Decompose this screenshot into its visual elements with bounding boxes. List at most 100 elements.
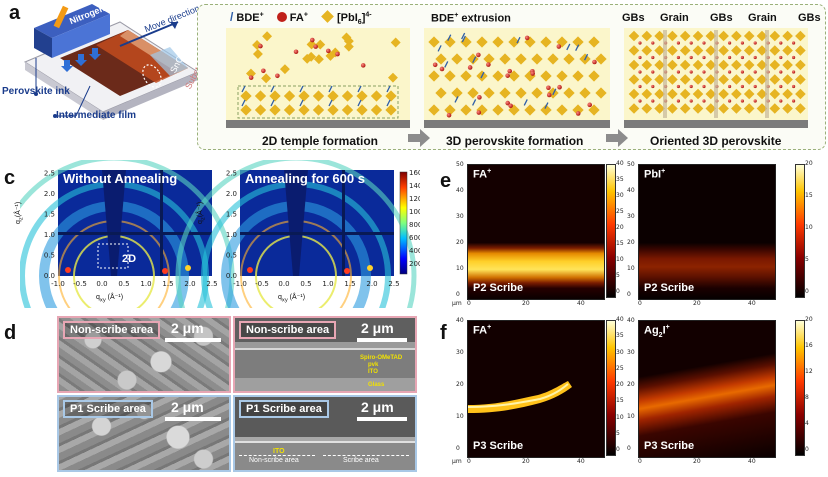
colorbar-tick-label: 12 xyxy=(805,368,813,375)
fa-cation xyxy=(546,85,551,91)
pbi6-octahedron xyxy=(654,30,665,42)
axis-tick-label: 400 xyxy=(409,247,420,255)
gbs-label: GBs xyxy=(622,12,645,24)
pbi6-octahedron xyxy=(667,103,678,114)
colorbar-tick-label: 8 xyxy=(805,394,809,401)
pbi6-octahedron xyxy=(654,74,665,85)
axis-tick-label: 30 xyxy=(627,213,635,220)
step-3-label: Oriented 3D perovskite xyxy=(650,134,782,148)
fa-cation xyxy=(638,55,642,60)
fa-cation xyxy=(592,59,597,65)
axis-tick-label: 20 xyxy=(627,239,635,246)
fa-cation xyxy=(638,70,642,74)
axis-tick-label: 2.0 xyxy=(366,280,377,288)
axis-tick-label: 50 xyxy=(627,161,635,168)
axis-tick-label: 0.0 xyxy=(226,272,237,280)
bde-chain xyxy=(454,96,459,103)
fa-cation xyxy=(740,99,745,103)
fa-cation xyxy=(651,41,655,45)
axis-tick-label: 40 xyxy=(748,300,756,307)
colorbar-tick-label: 5 xyxy=(616,272,620,279)
sem-bottom-cross-section: P1 Scribe area 2 μm ITO Non-scribe area … xyxy=(233,395,417,472)
map-scribe-label: P3 Scribe xyxy=(473,440,524,452)
colorbar-tick-label: 0 xyxy=(616,288,620,295)
pbi6-octahedron xyxy=(654,45,665,56)
bde-chain xyxy=(270,99,275,107)
fa-cation xyxy=(676,55,680,60)
panel-c-label: c xyxy=(4,167,16,189)
scale-bar-text: 2 μm xyxy=(171,320,204,336)
bde-chain xyxy=(299,99,304,107)
axis-tick-label: 1.5 xyxy=(226,211,237,219)
colorbar-tick-label: 30 xyxy=(616,348,624,356)
fa-cation xyxy=(689,41,693,45)
sem-tag: P1 Scribe area xyxy=(239,400,329,418)
axis-tick-label: 40 xyxy=(456,317,464,324)
pbi6-octahedron xyxy=(390,37,401,48)
fa-cation xyxy=(740,70,745,74)
fa-cation xyxy=(689,84,693,89)
fa-cation xyxy=(530,71,535,76)
colorbar-tick-label: 10 xyxy=(616,413,624,421)
fa-cation xyxy=(779,55,783,60)
bde-chain xyxy=(552,88,557,96)
bde-chain xyxy=(472,99,477,106)
tag-2d: 2D xyxy=(122,253,137,265)
axis-tick-label: 2.0 xyxy=(226,190,237,198)
colorbar-tick-label: 0 xyxy=(616,446,620,453)
fa-cation xyxy=(792,41,796,45)
bde-chain xyxy=(270,85,275,93)
scribe-extent-arrow-icon xyxy=(323,455,409,456)
panel-b-illustrations xyxy=(226,28,808,147)
fa-cation xyxy=(432,62,438,68)
fa-cation xyxy=(651,70,655,74)
sem-tag: Non-scribe area xyxy=(63,321,161,339)
axis-tick-label: 2.5 xyxy=(226,170,237,178)
fa-cation xyxy=(792,99,796,103)
substrate-front xyxy=(103,72,198,120)
axis-tick-label: 2.0 xyxy=(184,280,195,288)
step-arrow-icon xyxy=(408,129,430,147)
axis-tick-label: μm xyxy=(452,300,462,307)
axis-tick-label: -0.5 xyxy=(73,280,87,288)
bde-chain xyxy=(575,44,580,51)
axis-tick-label: 1.5 xyxy=(44,211,55,219)
fa-cation xyxy=(505,100,511,106)
panel-b-legend: / BDE+ FA+ [PbI6]4- xyxy=(230,10,372,27)
scale-bar-text: 2 μm xyxy=(171,399,204,415)
axis-tick-label: 40 xyxy=(748,458,756,465)
fa-cation xyxy=(728,70,732,74)
map-tag: FA+ xyxy=(473,168,492,181)
axis-tick-label: 1600 xyxy=(409,169,420,177)
step-2-label: 3D perovskite formation xyxy=(446,134,584,148)
axis-tick-label: 0 xyxy=(456,445,460,452)
pbi6-octahedron xyxy=(667,45,678,56)
fa-cation xyxy=(689,99,693,103)
gbs-label: GBs xyxy=(710,12,733,24)
fa-cation xyxy=(702,70,706,74)
axis-tick-label: 1.0 xyxy=(226,231,237,239)
axis-tick-label: 0.0 xyxy=(278,280,289,288)
axis-tick-label: 0.5 xyxy=(226,252,237,260)
colorbar-e-right xyxy=(795,164,805,298)
axis-tick-label: 2.5 xyxy=(388,280,399,288)
fa-cation xyxy=(676,41,680,45)
fa-cation xyxy=(587,102,593,108)
scale-bar xyxy=(357,417,407,421)
colorbar-tick-label: 30 xyxy=(616,192,624,199)
fa-cation xyxy=(275,73,280,79)
fa-cation xyxy=(360,63,366,68)
axis-tick-label: 0 xyxy=(627,291,631,298)
fa-cation xyxy=(476,110,482,115)
fa-cation xyxy=(505,73,510,78)
fa-cation xyxy=(753,55,757,60)
giwaxs-right-map xyxy=(175,160,417,308)
pbi6-icon xyxy=(321,10,334,23)
fa-cation xyxy=(651,99,655,103)
colorbar-tick-label: 10 xyxy=(616,256,624,263)
axis-tick-label: 1200 xyxy=(409,195,420,203)
axis-tick-label: 2.5 xyxy=(206,280,217,288)
layer-labels: Spiro-OMeTAD pvk ITO Glass xyxy=(360,355,403,388)
pbi6-octahedron xyxy=(654,88,665,100)
scale-bar-text: 2 μm xyxy=(361,399,394,415)
